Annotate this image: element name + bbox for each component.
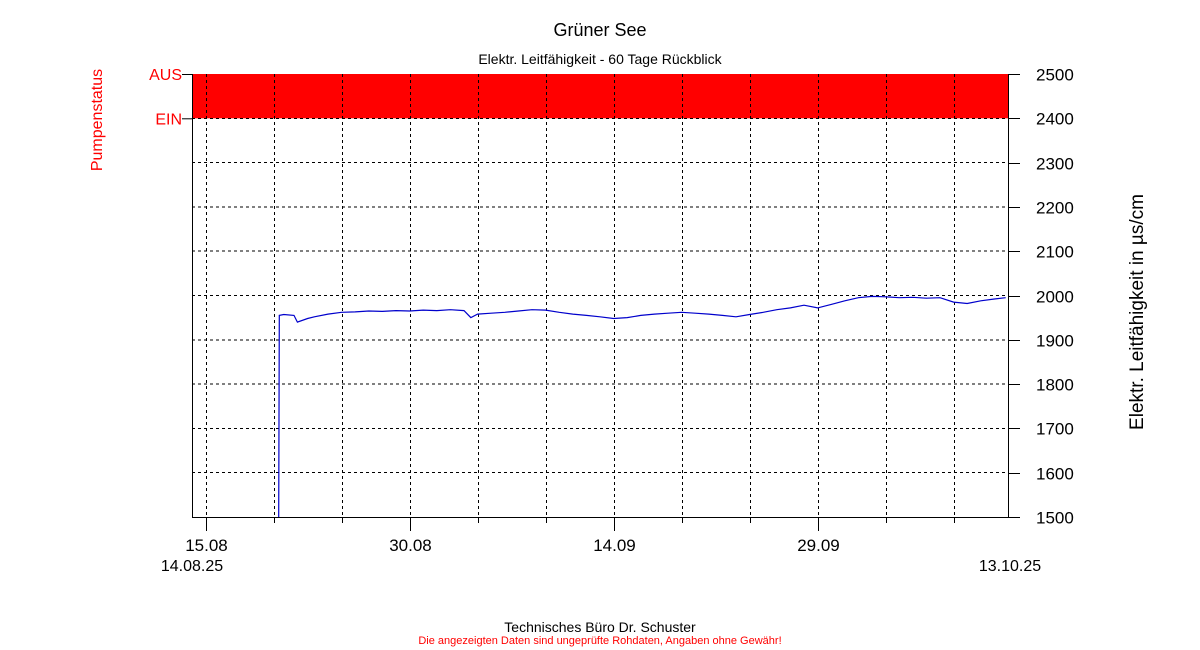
y-axis-title: Elektr. Leitfähigkeit in µs/cm [1127, 194, 1148, 430]
pump-label-ein: EIN [155, 111, 182, 128]
y-tick-label: 1900 [1036, 332, 1074, 351]
chart-subtitle: Elektr. Leitfähigkeit - 60 Tage Rückblic… [478, 51, 722, 67]
y-tick-label: 1600 [1036, 465, 1074, 484]
footer-disclaimer: Die angezeigten Daten sind ungeprüfte Ro… [418, 635, 782, 647]
x-start-label: 14.08.25 [161, 558, 223, 575]
y-tick-label: 2100 [1036, 243, 1074, 262]
y-tick-label: 2000 [1036, 288, 1074, 307]
y-tick-label: 1800 [1036, 376, 1074, 395]
y-tick-label: 2500 [1036, 66, 1074, 85]
y-tick-label: 2300 [1036, 155, 1074, 174]
pump-label-aus: AUS [149, 67, 182, 84]
x-tick-label: 29.09 [797, 536, 840, 555]
y-tick-label: 2400 [1036, 110, 1074, 129]
x-tick-label: 14.09 [593, 536, 636, 555]
footer-company: Technisches Büro Dr. Schuster [504, 619, 696, 635]
x-tick-label: 30.08 [389, 536, 432, 555]
pump-status-bar [192, 74, 1008, 119]
y-tick-label: 2200 [1036, 199, 1074, 218]
x-tick-label: 15.08 [185, 536, 228, 555]
x-end-label: 13.10.25 [979, 558, 1041, 575]
pump-axis-title: Pumpenstatus [89, 69, 106, 171]
series-line [278, 295, 1006, 518]
y-tick-label: 1700 [1036, 420, 1074, 439]
y-tick-label: 1500 [1036, 509, 1074, 528]
chart-title: Grüner See [553, 20, 647, 40]
